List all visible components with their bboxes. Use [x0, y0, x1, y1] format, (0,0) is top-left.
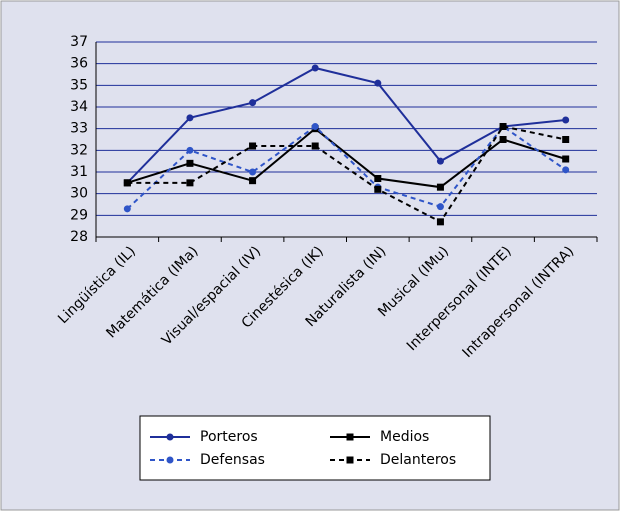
- y-tick-label: 34: [70, 99, 88, 115]
- y-tick-label: 32: [70, 142, 88, 158]
- legend-label: Delanteros: [380, 452, 456, 468]
- point: [311, 123, 319, 130]
- y-tick-label: 28: [70, 229, 88, 245]
- legend-label: Defensas: [200, 452, 265, 468]
- point: [186, 179, 194, 187]
- legend-marker: [166, 456, 174, 464]
- point: [436, 218, 444, 226]
- legend-label: Medios: [380, 429, 429, 445]
- point: [436, 183, 444, 191]
- point: [186, 146, 194, 154]
- series-line: [126, 125, 567, 210]
- legend-box: [139, 415, 491, 481]
- point: [249, 168, 257, 176]
- point: [123, 179, 131, 187]
- point: [374, 79, 382, 87]
- point: [249, 99, 257, 107]
- point: [436, 157, 444, 165]
- y-tick-label: 33: [70, 121, 88, 137]
- point: [311, 142, 319, 150]
- point: [374, 175, 382, 182]
- point: [499, 123, 507, 130]
- point: [123, 205, 131, 213]
- legend-marker: [346, 456, 354, 464]
- y-tick-label: 35: [70, 77, 88, 93]
- legend-marker: [166, 433, 174, 441]
- legend-marker: [346, 433, 354, 441]
- series-line: [127, 125, 566, 224]
- y-tick-label: 31: [70, 164, 88, 180]
- point: [186, 114, 194, 122]
- point: [562, 155, 570, 163]
- y-tick-label: 37: [70, 34, 88, 50]
- point: [562, 166, 570, 174]
- point: [186, 159, 194, 167]
- point: [249, 142, 257, 150]
- point: [562, 116, 570, 124]
- point: [374, 185, 382, 193]
- legend-label: Porteros: [200, 429, 258, 445]
- series-line: [127, 127, 566, 189]
- y-tick-label: 29: [70, 207, 88, 223]
- point: [562, 136, 570, 143]
- point: [311, 64, 319, 72]
- point: [436, 203, 444, 211]
- y-tick-label: 36: [70, 56, 88, 72]
- y-tick-label: 30: [70, 186, 88, 202]
- point: [249, 177, 257, 185]
- point: [499, 136, 507, 143]
- series-line: [126, 66, 566, 184]
